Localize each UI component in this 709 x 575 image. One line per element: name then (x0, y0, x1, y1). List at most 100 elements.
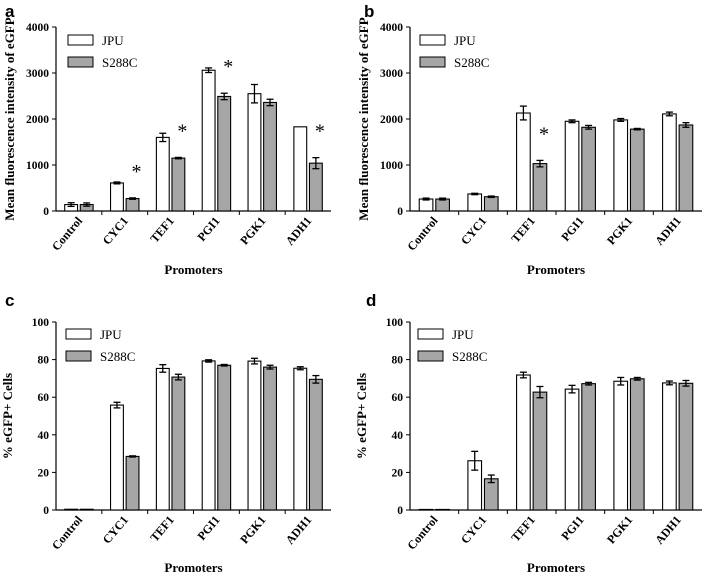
bar-jpu-adh1 (662, 382, 677, 511)
y-tick-label: 1000 (380, 160, 403, 172)
bar-jpu-pgi1 (564, 120, 580, 212)
legend-label: JPU (454, 33, 476, 48)
bar-s288c-cyc1 (483, 196, 499, 212)
y-tick-label: 20 (392, 467, 404, 479)
y-axis-title: % eGFP+ Cells (0, 373, 15, 459)
bar-jpu-adh1 (293, 367, 308, 511)
bar-jpu-adh1 (662, 113, 677, 212)
x-tick-label: TEF1 (147, 513, 177, 544)
significance-marker: * (223, 56, 233, 78)
x-tick-label: PGI1 (194, 513, 222, 543)
y-tick-label: 20 (38, 467, 50, 479)
y-tick-label: 100 (386, 317, 404, 329)
legend-label: JPU (452, 327, 474, 342)
bar-s288c-adh1 (308, 162, 323, 212)
x-tick-label: Control (49, 512, 86, 552)
bar-jpu-pgk1 (613, 380, 629, 511)
bar-s288c-pgk1 (629, 128, 645, 212)
legend-label: S288C (100, 349, 135, 364)
x-tick-label: PGK1 (237, 214, 268, 248)
chart-panel-c: c 0 20 40 60 80 100 % eGFP+ Cells Promoters Contr… (0, 291, 331, 575)
y-tick-label: 0 (397, 206, 403, 218)
x-tick-label: PGI1 (558, 214, 586, 244)
legend-label: S288C (452, 349, 487, 364)
legend-swatch-s288c (419, 56, 446, 68)
y-axis-title: Mean fluorescence intensity of eGFP (2, 17, 17, 220)
bar-s288c-pgi1 (581, 383, 596, 511)
x-axis-title: Promoters (527, 560, 585, 575)
y-tick-label: 0 (43, 206, 49, 218)
x-tick-label: PGK1 (604, 513, 635, 547)
bar-jpu-cyc1 (109, 182, 124, 212)
bar-s288c-cyc1 (125, 198, 140, 212)
legend-swatch-jpu (417, 328, 444, 340)
significance-marker: * (177, 120, 187, 142)
y-tick-label: 40 (392, 430, 404, 442)
y-tick-label: 40 (38, 430, 50, 442)
panel-letter: b (364, 2, 374, 21)
x-tick-label: ADH1 (283, 214, 315, 248)
bar-jpu-tef1 (516, 112, 531, 212)
legend-label: S288C (454, 55, 489, 70)
bar-jpu-control (64, 508, 79, 511)
bar-jpu-tef1 (155, 367, 170, 511)
bar-jpu-pgi1 (564, 388, 580, 511)
bar-s288c-adh1 (308, 378, 323, 511)
x-tick-label: TEF1 (147, 214, 177, 245)
bar-s288c-control (435, 508, 450, 511)
bar-s288c-pgi1 (217, 364, 232, 511)
bar-s288c-tef1 (532, 163, 548, 212)
x-tick-label: PGK1 (237, 513, 268, 547)
bar-jpu-tef1 (516, 374, 531, 511)
x-axis-title: Promoters (527, 262, 585, 277)
x-tick-label: TEF1 (508, 513, 538, 544)
x-tick-label: PGK1 (604, 214, 635, 248)
x-tick-label: ADH1 (652, 513, 684, 547)
significance-marker: * (132, 161, 142, 183)
y-tick-label: 100 (32, 317, 50, 329)
y-tick-label: 80 (38, 355, 50, 367)
y-tick-label: 60 (38, 392, 50, 404)
bar-jpu-cyc1 (467, 193, 483, 212)
bar-s288c-pgk1 (629, 378, 645, 511)
bar-s288c-adh1 (678, 124, 694, 212)
x-axis-title: Promoters (164, 262, 222, 277)
legend-label: S288C (102, 55, 137, 70)
bar-jpu-cyc1 (109, 404, 124, 511)
legend-swatch-jpu (67, 34, 94, 46)
x-tick-label: Control (404, 213, 441, 253)
x-tick-label: CYC1 (458, 214, 489, 248)
x-tick-label: Control (49, 213, 86, 253)
y-tick-label: 0 (397, 505, 403, 517)
y-tick-label: 4000 (380, 22, 403, 34)
x-axis-title: Promoters (164, 560, 222, 575)
legend-label: JPU (102, 33, 124, 48)
bar-s288c-cyc1 (125, 455, 140, 511)
bar-s288c-tef1 (171, 376, 186, 511)
chart-panel-b: b 0 1000 2000 3000 4000 Mean fluorescence inte… (356, 2, 702, 277)
y-axis-title: Mean fluorescence intensity of eGFP (356, 17, 371, 220)
bar-jpu-pgi1 (201, 69, 216, 212)
chart-panel-a: a 0 1000 2000 3000 4000 Mean fluorescence inte… (2, 2, 331, 277)
bar-s288c-pgk1 (263, 101, 278, 212)
x-tick-label: CYC1 (100, 214, 131, 248)
bar-s288c-pgi1 (581, 126, 596, 212)
legend-swatch-s288c (417, 350, 444, 362)
y-tick-label: 3000 (380, 68, 403, 80)
legend-label: JPU (100, 327, 122, 342)
chart-panel-d: d 0 20 40 60 80 100 % eGFP+ Cells Promoters Contr… (354, 291, 702, 575)
bar-s288c-pgk1 (263, 366, 278, 511)
bar-jpu-pgi1 (201, 360, 216, 511)
legend-swatch-s288c (67, 56, 94, 68)
panel-letter: a (5, 2, 15, 21)
bar-jpu-pgk1 (613, 119, 629, 212)
y-tick-label: 60 (392, 392, 404, 404)
x-tick-label: Control (404, 512, 441, 552)
y-tick-label: 2000 (26, 114, 49, 126)
y-axis-title: % eGFP+ Cells (354, 373, 369, 459)
bar-s288c-control (79, 508, 94, 511)
x-tick-label: TEF1 (508, 214, 538, 245)
bar-jpu-pgk1 (247, 93, 262, 212)
x-tick-label: CYC1 (100, 513, 131, 547)
